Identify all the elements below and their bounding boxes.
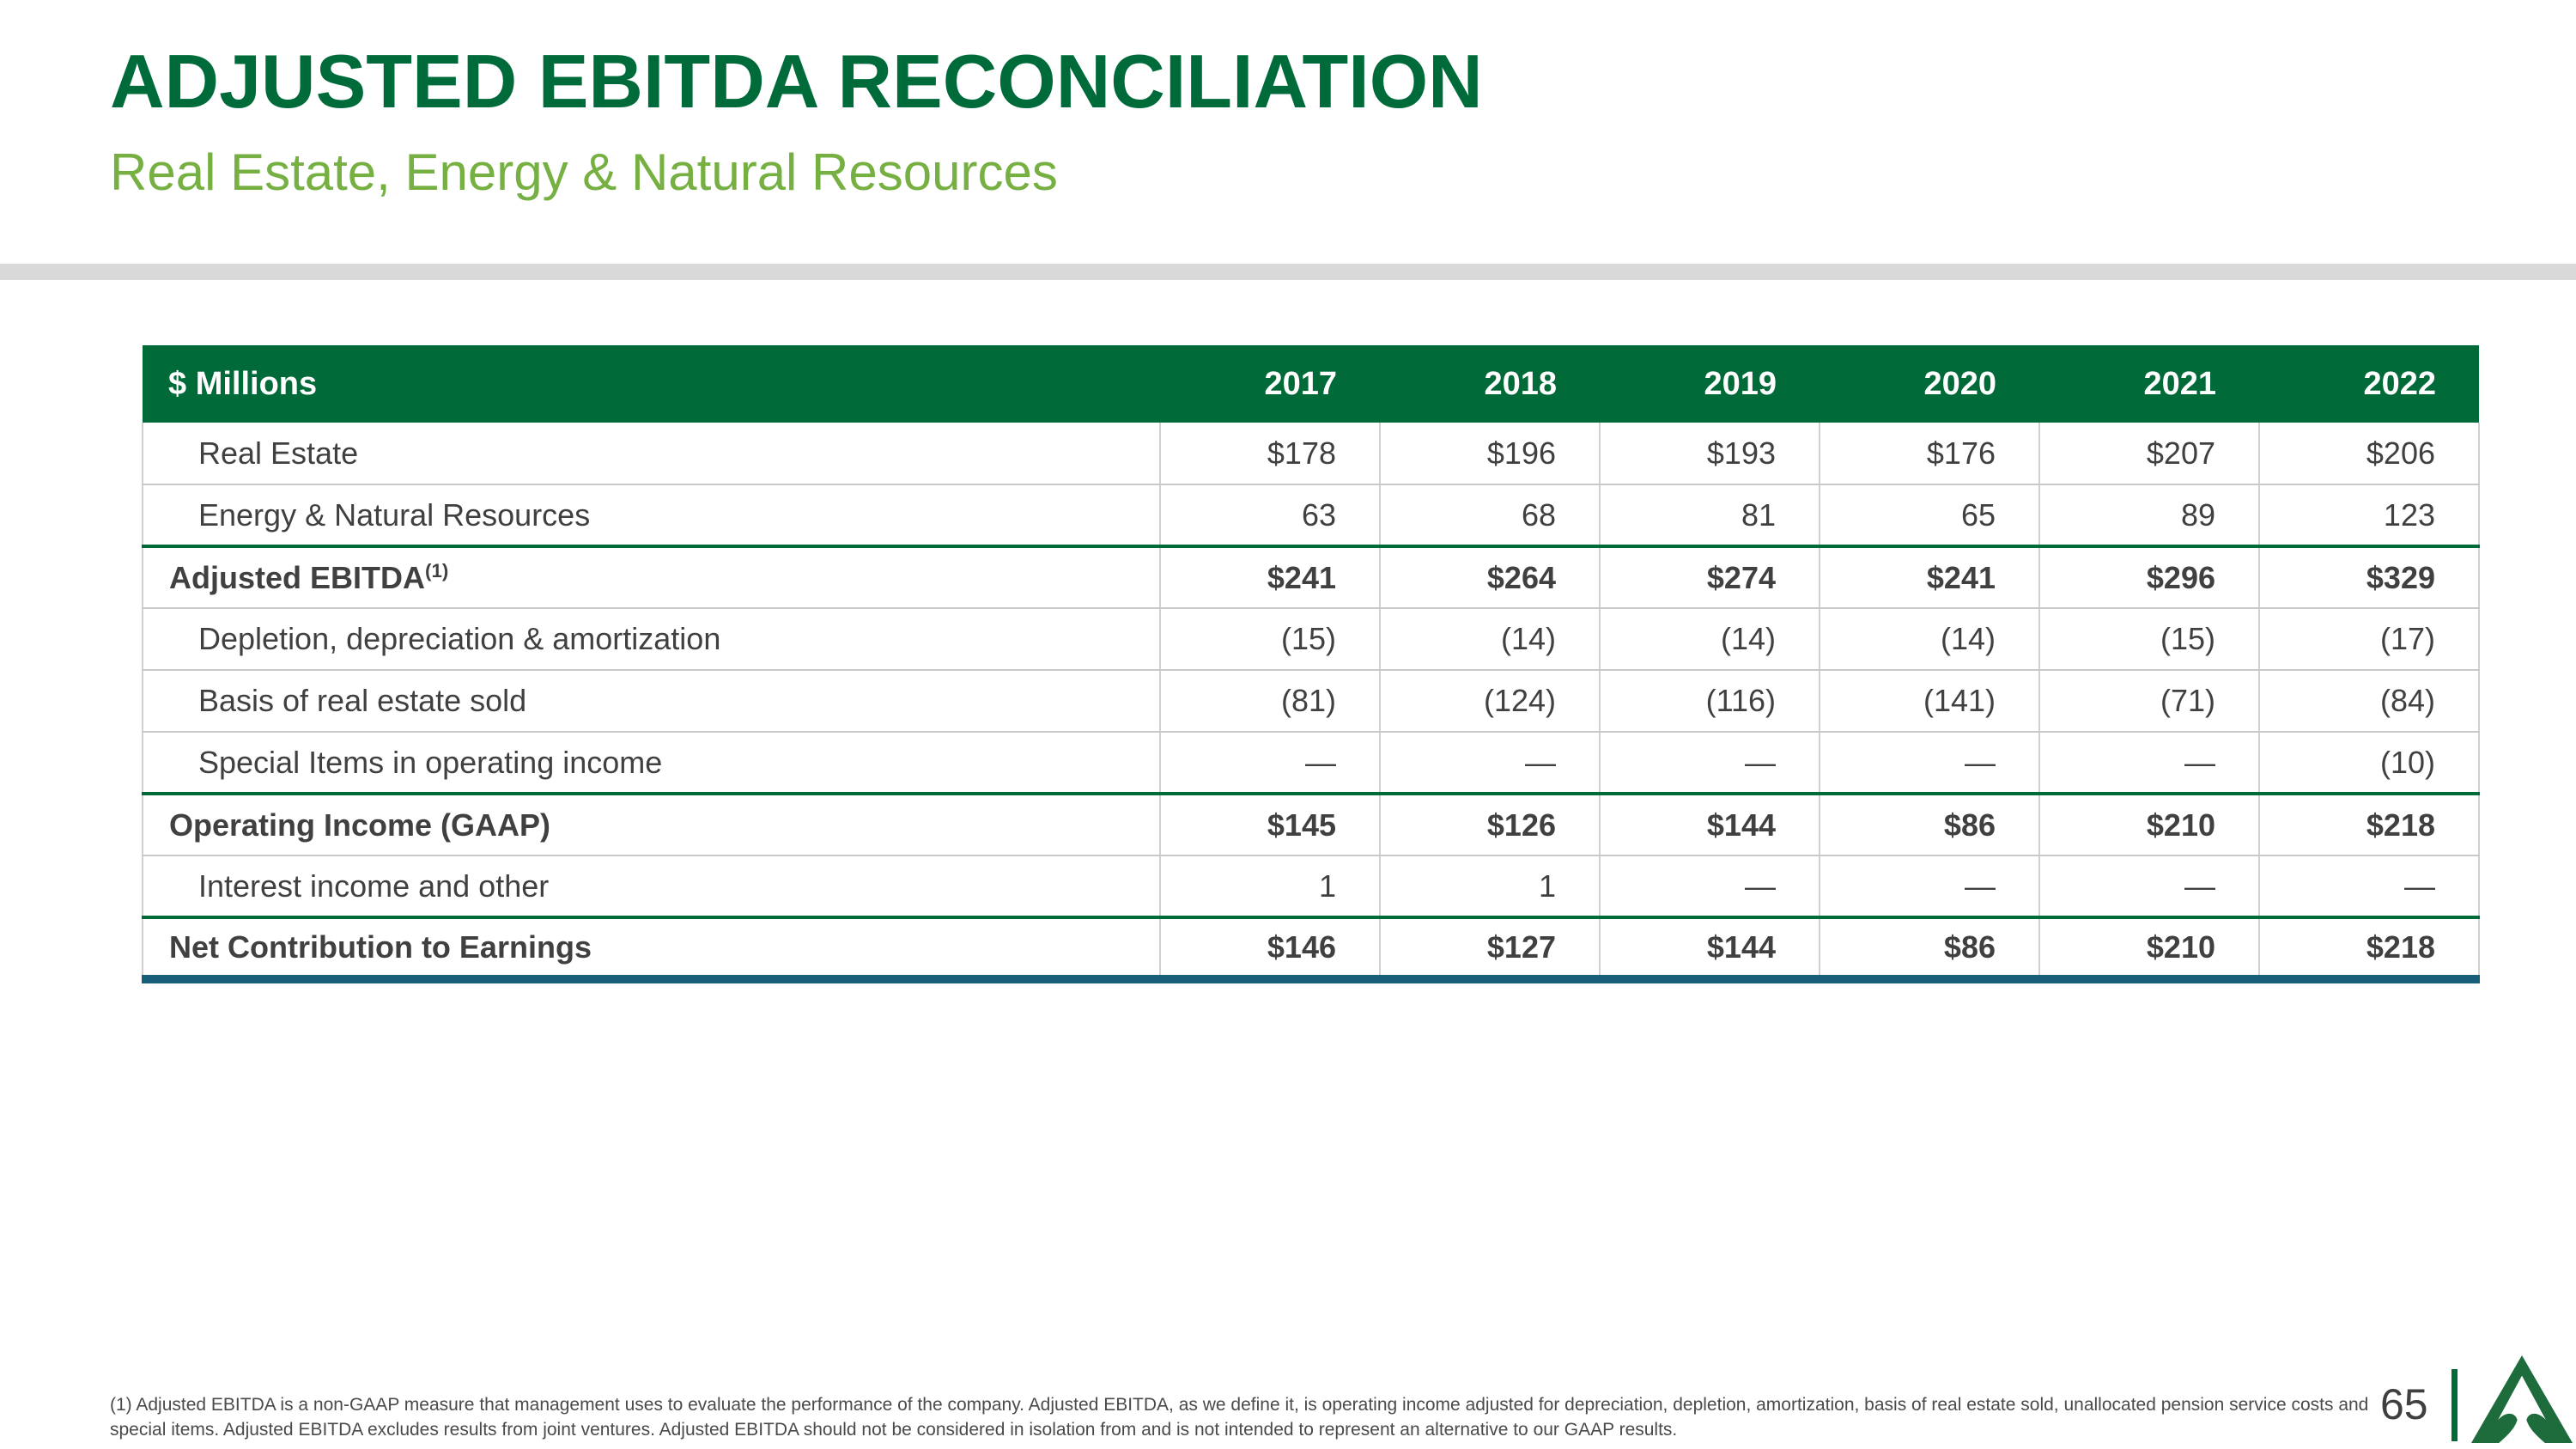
row-value: (15) <box>2038 608 2260 671</box>
row-label: Interest income and other <box>142 855 1161 919</box>
row-value: $210 <box>2038 917 2260 983</box>
table-header-year: 2021 <box>2039 345 2259 423</box>
row-value: $145 <box>1159 794 1381 856</box>
row-label-text: Operating Income (GAAP) <box>169 807 551 843</box>
row-value: $296 <box>2038 546 2260 609</box>
table-header-year: 2019 <box>1600 345 1820 423</box>
table-row: Interest income and other 1 1— — — — <box>142 855 2480 919</box>
row-value: (141) <box>1819 670 2040 733</box>
row-value: — <box>2258 855 2480 919</box>
row-value: $274 <box>1599 546 1820 609</box>
row-label-text: Adjusted EBITDA <box>169 559 426 595</box>
row-value: 81 <box>1599 484 1820 548</box>
row-value: $193 <box>1599 423 1820 485</box>
row-value: — <box>1599 732 1820 795</box>
row-label: Depletion, depreciation & amortization <box>142 608 1161 671</box>
row-value: $241 <box>1819 546 2040 609</box>
table-row: Operating Income (GAAP) $145 $126 $144 $86 $2… <box>142 794 2480 856</box>
row-value: $264 <box>1379 546 1601 609</box>
row-value: $176 <box>1819 423 2040 485</box>
table-row: Depletion, depreciation & amortization (1… <box>142 608 2480 671</box>
row-label-text: Energy & Natural Resources <box>198 496 591 533</box>
footnote-reference: (1) <box>425 559 449 581</box>
row-value: — <box>1819 855 2040 919</box>
row-value: 1 <box>1159 855 1381 919</box>
table-header-unit-label: $ Millions <box>143 345 1160 423</box>
row-value: (14) <box>1599 608 1820 671</box>
row-value: 123 <box>2258 484 2480 548</box>
table-header-year: 2017 <box>1160 345 1380 423</box>
table-header-year: 2020 <box>1820 345 2039 423</box>
row-label-text: Interest income and other <box>198 868 550 904</box>
row-value: $210 <box>2038 794 2260 856</box>
row-value: $86 <box>1819 917 2040 983</box>
row-value: $329 <box>2258 546 2480 609</box>
row-value: (116) <box>1599 670 1820 733</box>
row-value: 68 <box>1379 484 1601 548</box>
row-value: $178 <box>1159 423 1381 485</box>
row-value: $218 <box>2258 794 2480 856</box>
row-value: (81) <box>1159 670 1381 733</box>
tree-triangle-logo-icon <box>2471 1355 2573 1443</box>
row-value: $241 <box>1159 546 1381 609</box>
page-title: ADJUSTED EBITDA RECONCILIATION <box>110 39 1483 124</box>
table-row: Energy & Natural Resources 63 68 81 65 89 123 <box>142 484 2480 548</box>
row-label: Energy & Natural Resources <box>142 484 1161 548</box>
row-value: — <box>1379 732 1601 795</box>
row-value: $86 <box>1819 794 2040 856</box>
table-header-row: $ Millions 2017 2018 2019 2020 2021 2022 <box>143 345 2479 423</box>
page-number: 65 <box>2380 1380 2428 1428</box>
row-label-text: Real Estate <box>198 435 359 471</box>
table-row: Basis of real estate sold (81) (124) (116)(… <box>142 670 2480 733</box>
table-header-year: 2018 <box>1380 345 1600 423</box>
table-row: Net Contribution to Earnings $146 $127 $144… <box>142 917 2480 983</box>
row-value: 89 <box>2038 484 2260 548</box>
row-value: (14) <box>1819 608 2040 671</box>
row-value: — <box>2038 732 2260 795</box>
row-value: (15) <box>1159 608 1381 671</box>
title-divider-bar <box>0 264 2576 280</box>
row-value: (84) <box>2258 670 2480 733</box>
row-value: $144 <box>1599 794 1820 856</box>
row-value: $144 <box>1599 917 1820 983</box>
row-value: $146 <box>1159 917 1381 983</box>
footnote: (1) Adjusted EBITDA is a non-GAAP measur… <box>110 1395 2369 1440</box>
row-label: Adjusted EBITDA(1) <box>142 546 1161 609</box>
row-value: 65 <box>1819 484 2040 548</box>
row-label-text: Basis of real estate sold <box>198 683 527 718</box>
row-label: Net Contribution to Earnings <box>142 917 1161 983</box>
row-label: Basis of real estate sold <box>142 670 1161 733</box>
row-value: (71) <box>2038 670 2260 733</box>
row-value: $206 <box>2258 423 2480 485</box>
row-label: Special Items in operating income <box>142 732 1161 795</box>
row-value: — <box>1819 732 2040 795</box>
row-value: $207 <box>2038 423 2260 485</box>
row-label-text: Net Contribution to Earnings <box>169 928 592 965</box>
row-value: $196 <box>1379 423 1601 485</box>
row-value: $218 <box>2258 917 2480 983</box>
row-value: 63 <box>1159 484 1381 548</box>
row-value: (10) <box>2258 732 2480 795</box>
row-label-text: Special Items in operating income <box>198 744 663 780</box>
row-value: $127 <box>1379 917 1601 983</box>
row-label: Operating Income (GAAP) <box>142 794 1161 856</box>
row-value: 1 <box>1379 855 1601 919</box>
row-value: (17) <box>2258 608 2480 671</box>
table-header-year: 2022 <box>2259 345 2479 423</box>
row-label: Real Estate <box>142 423 1161 485</box>
row-label-text: Depletion, depreciation & amortization <box>198 621 721 656</box>
row-value: — <box>1159 732 1381 795</box>
row-value: — <box>2038 855 2260 919</box>
page-subtitle: Real Estate, Energy & Natural Resources <box>110 143 1058 201</box>
table-row: Adjusted EBITDA(1) $241 $264 $274 $241 $296 $3… <box>142 546 2480 609</box>
footer-divider <box>2451 1369 2458 1441</box>
row-value: (124) <box>1379 670 1601 733</box>
table-row: Special Items in operating income — — — — — (1… <box>142 732 2480 795</box>
row-value: — <box>1599 855 1820 919</box>
row-value: (14) <box>1379 608 1601 671</box>
ebitda-reconciliation-table: $ Millions 2017 2018 2019 2020 2021 2022 Real… <box>142 345 2480 983</box>
table-row: Real Estate $178 $196 $193 $176 $207 $206 <box>142 423 2480 485</box>
row-value: $126 <box>1379 794 1601 856</box>
